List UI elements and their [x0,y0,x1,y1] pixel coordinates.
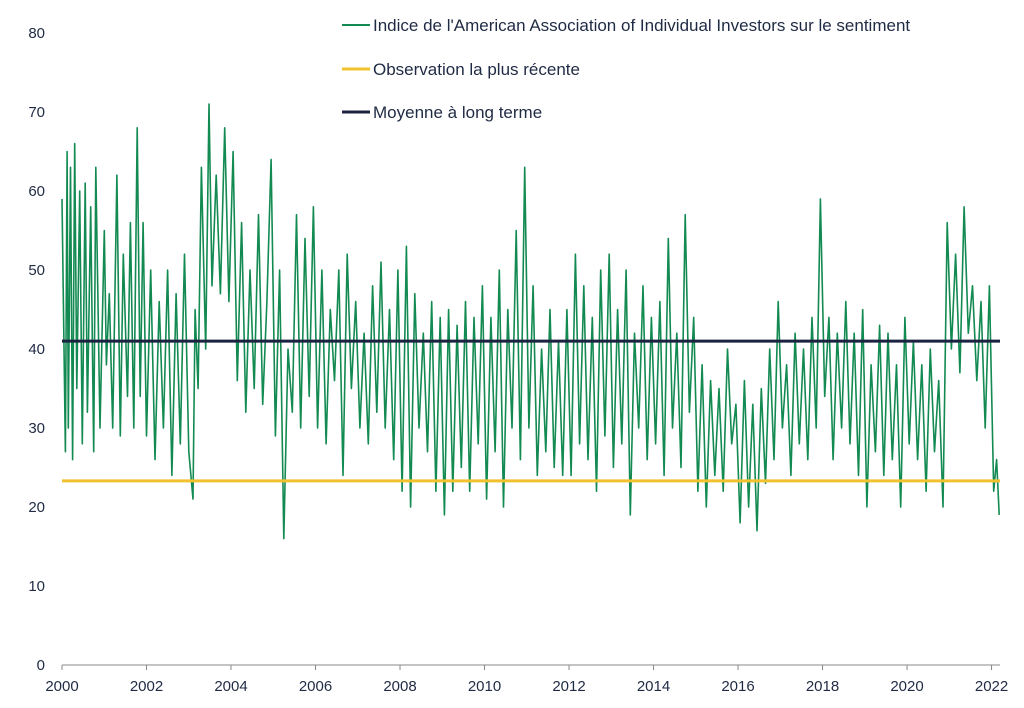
y-tick-label: 10 [28,578,45,595]
x-tick-label: 2006 [299,678,332,695]
y-tick-label: 50 [28,262,45,279]
y-tick-label: 30 [28,420,45,437]
plot-area [61,103,1000,540]
x-tick-label: 2020 [890,678,923,695]
x-tick-label: 2016 [721,678,754,695]
x-tick-label: 2012 [552,678,585,695]
axes: 0 10 20 30 40 50 60 70 80 2000 2002 2004 2006 2008 201… [28,25,1008,695]
y-tick-label: 80 [28,25,45,42]
y-tick-label: 20 [28,499,45,516]
legend-label-sentiment: Indice de l'American Association of Indi… [373,16,910,35]
x-tick-label: 2004 [214,678,247,695]
y-tick-label: 60 [28,183,45,200]
y-tick-label: 0 [37,657,45,674]
sentiment-series-line [61,103,1000,540]
y-tick-label: 40 [28,341,45,358]
x-tick-label: 2008 [383,678,416,695]
x-tick-label: 2010 [468,678,501,695]
x-tick-label: 2002 [130,678,163,695]
x-tick-label: 2000 [45,678,78,695]
x-tick-label: 2014 [637,678,670,695]
legend-label-recent: Observation la plus récente [373,60,580,79]
x-tick-label: 2018 [806,678,839,695]
x-tick-label: 2022 [975,678,1008,695]
legend: Indice de l'American Association of Indi… [342,16,910,122]
y-tick-label: 70 [28,104,45,121]
legend-label-average: Moyenne à long terme [373,103,542,122]
